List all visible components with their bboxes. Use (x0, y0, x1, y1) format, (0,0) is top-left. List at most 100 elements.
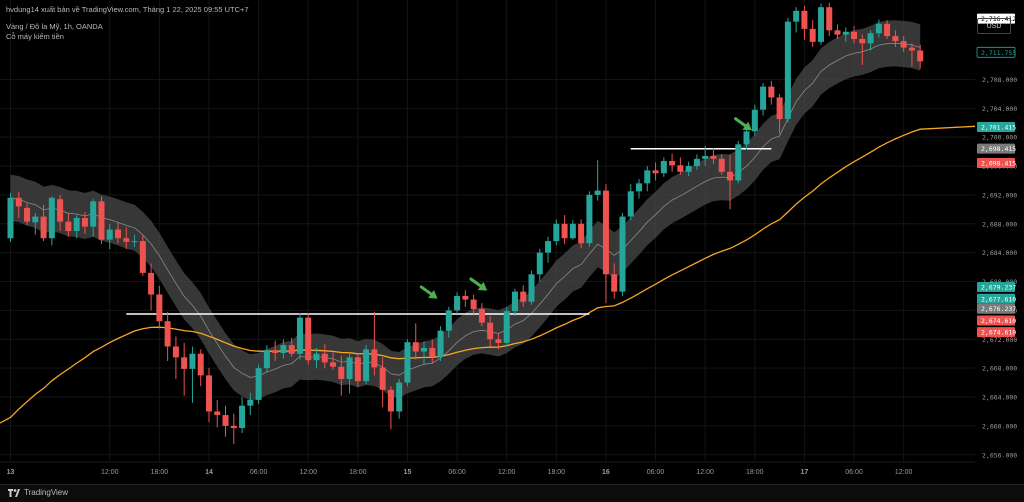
candle (801, 5, 808, 40)
candle-body (578, 223, 585, 244)
candle (90, 198, 97, 237)
price-axis-bg (975, 0, 1024, 484)
candle-body (553, 223, 560, 242)
candle (98, 196, 105, 244)
candle-body (222, 415, 229, 426)
candle-body (693, 158, 700, 167)
tradingview-icon (8, 488, 20, 497)
time-tick-label: 12:00 (895, 469, 913, 476)
candle-body (685, 166, 692, 172)
price-tag-label: 2,698.415 (981, 145, 1016, 153)
time-tick-label: 18:00 (746, 469, 764, 476)
time-axis: 13 12:00 18:00 14 06:00 12:00 18:00 15 06:00 12:0… (0, 461, 1024, 484)
candle-body (330, 362, 337, 367)
candle-body (346, 357, 353, 379)
candle (7, 192, 14, 242)
candle-body (536, 252, 543, 275)
candle-body (338, 366, 345, 379)
candle-body (545, 241, 552, 253)
time-tick-label: 06:00 (647, 469, 665, 476)
candle-body (437, 330, 444, 357)
candle (338, 355, 345, 396)
candle-body (561, 223, 568, 239)
candle-body (81, 218, 88, 227)
band-midline (10, 42, 921, 378)
candle (131, 234, 138, 247)
candle-body (454, 295, 461, 311)
arrow-shaft (419, 285, 435, 297)
time-tick-label: 18:00 (349, 469, 367, 476)
price-tick-label: 2,684.000 (982, 249, 1017, 257)
candle (148, 263, 155, 311)
candle-body (809, 28, 816, 42)
candle-body (239, 405, 246, 429)
candle-body (247, 399, 254, 406)
candle-body (842, 31, 849, 35)
candle-body (148, 272, 155, 295)
candle (884, 20, 891, 39)
candle (851, 25, 858, 44)
candle-body (263, 350, 270, 369)
candle-body (197, 353, 204, 376)
candle-body (73, 218, 80, 231)
candle-body (867, 33, 874, 44)
candle (561, 215, 568, 244)
candle (627, 184, 634, 221)
candle (354, 353, 361, 387)
candle (702, 145, 709, 167)
time-tick-label: 12:00 (498, 469, 516, 476)
band-fill (10, 20, 921, 401)
candle-body (817, 7, 824, 42)
candle (73, 215, 80, 239)
candle (784, 18, 791, 123)
candle (412, 323, 419, 360)
candle-body (305, 317, 312, 361)
candle-body (272, 350, 279, 353)
candle-body (321, 353, 328, 363)
candle-body (429, 347, 436, 357)
candle (396, 378, 403, 419)
arrow-icon (419, 285, 438, 299)
time-tick-label: 12:00 (299, 469, 317, 476)
price-tag-bg (977, 143, 1015, 154)
price-tag-label: 2,674.610 (981, 329, 1016, 337)
candle (602, 184, 609, 304)
arrow-head (477, 281, 488, 291)
candle (454, 292, 461, 315)
candle (40, 205, 47, 242)
candle-body (611, 274, 618, 292)
candle (181, 342, 188, 396)
price-tag: 2,674.610 (977, 327, 1016, 338)
candle-body (511, 291, 518, 312)
candle-body (396, 382, 403, 412)
candle-body (768, 86, 775, 98)
candle-body (834, 30, 841, 35)
price-tag-bg (977, 327, 1015, 338)
currency-button[interactable]: USD (977, 18, 1011, 34)
price-tick-label: 2,680.000 (982, 278, 1017, 286)
candle-body (495, 339, 502, 343)
price-chart[interactable]: 2,656.000 2,660.000 2,664.000 2,668.000 2,67… (0, 0, 1024, 484)
candle (875, 19, 882, 38)
time-tick-label: 17 (801, 469, 809, 476)
candle-body (644, 170, 651, 184)
publish-info: hvdung14 xuất bản về TradingView.com, Th… (6, 5, 249, 14)
arrow-shaft (469, 277, 484, 289)
candle (379, 357, 386, 408)
candle-body (470, 299, 477, 309)
candle (735, 140, 742, 184)
candle (470, 294, 477, 315)
candle (751, 104, 758, 136)
indicator-title: Cỗ máy kiếm tiền (6, 32, 64, 41)
candle (156, 285, 163, 329)
candle (172, 336, 179, 379)
candle-body (363, 349, 370, 382)
candle-body (487, 322, 494, 340)
candle (594, 160, 601, 201)
candle-body (627, 191, 634, 217)
price-tag-label: 2,711.755 (981, 49, 1016, 57)
candle (867, 30, 874, 51)
tradingview-logo[interactable]: TradingView (8, 488, 68, 497)
candle (363, 345, 370, 385)
arrow-shaft (734, 117, 749, 129)
